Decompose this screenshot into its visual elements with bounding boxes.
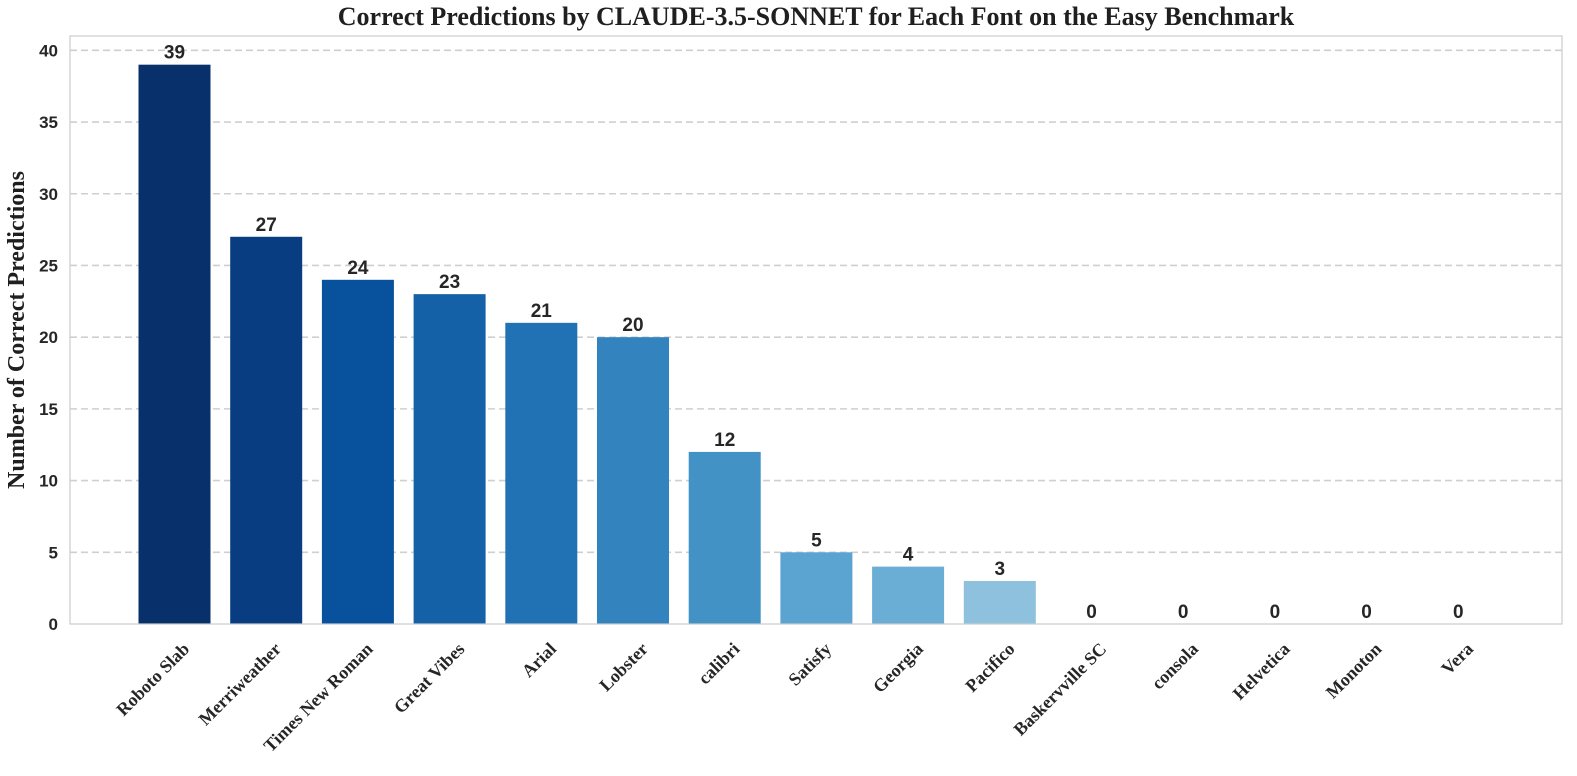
data-label: 21 <box>531 301 553 322</box>
y-axis-ticks: 0 5 10 15 20 25 30 35 40 <box>39 41 58 634</box>
x-tick-label: Satisfy <box>784 639 835 690</box>
bar <box>321 279 394 624</box>
y-tick-label: 25 <box>39 256 58 275</box>
data-labels: 39 27 24 23 21 20 12 5 4 3 0 0 0 0 0 <box>164 43 1464 623</box>
data-label: 0 <box>1453 602 1464 623</box>
bars <box>138 64 1036 625</box>
data-label: 4 <box>903 545 914 566</box>
x-tick-label: Georgia <box>869 639 927 697</box>
y-tick-label: 35 <box>39 113 58 132</box>
chart-title: Correct Predictions by CLAUDE-3.5-SONNET… <box>338 2 1295 31</box>
bar <box>413 294 486 624</box>
x-tick-label: Arial <box>518 639 560 681</box>
data-label: 24 <box>347 258 369 279</box>
data-label: 0 <box>1178 602 1189 623</box>
x-tick-label: Monoton <box>1322 639 1386 703</box>
y-tick-label: 0 <box>49 615 58 634</box>
x-tick-label: calibri <box>694 639 743 688</box>
data-label: 39 <box>164 43 185 64</box>
data-label: 20 <box>622 315 643 336</box>
y-tick-label: 15 <box>39 400 58 419</box>
data-label: 0 <box>1270 602 1281 623</box>
bar <box>230 236 303 624</box>
data-label: 0 <box>1086 602 1097 623</box>
x-tick-label: Pacifico <box>961 639 1018 696</box>
y-tick-label: 10 <box>39 472 58 491</box>
y-tick-label: 40 <box>39 41 58 60</box>
data-label: 12 <box>714 430 735 451</box>
data-label: 0 <box>1361 602 1372 623</box>
x-tick-label: Baskervville SC <box>1010 639 1111 740</box>
bar <box>688 451 761 624</box>
bar <box>138 64 211 625</box>
bar <box>505 322 578 624</box>
x-tick-label: consola <box>1148 639 1202 693</box>
x-tick-label: Helvetica <box>1229 639 1294 704</box>
bar <box>780 552 853 624</box>
plot-frame <box>69 35 1563 625</box>
bar <box>597 337 669 624</box>
x-tick-label: Roboto Slab <box>112 639 193 720</box>
bar <box>963 580 1036 624</box>
data-label: 23 <box>439 272 460 293</box>
data-label: 5 <box>811 530 822 551</box>
x-tick-label: Vera <box>1437 639 1477 679</box>
x-tick-label: Merriweather <box>195 639 285 729</box>
data-label: 3 <box>995 559 1006 580</box>
y-tick-label: 5 <box>49 543 58 562</box>
x-tick-label: Lobster <box>595 639 652 696</box>
y-tick-label: 20 <box>39 328 58 347</box>
bar <box>872 566 945 624</box>
x-tick-label: Great Vibes <box>390 639 469 718</box>
data-label: 27 <box>256 215 277 236</box>
y-tick-label: 30 <box>39 185 58 204</box>
y-axis-label: Number of Correct Predictions <box>4 171 30 489</box>
gridlines <box>70 49 1562 554</box>
